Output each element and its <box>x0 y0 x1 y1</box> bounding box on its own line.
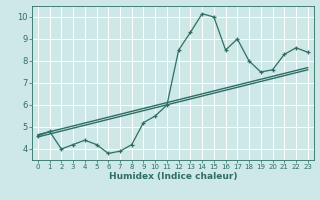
X-axis label: Humidex (Indice chaleur): Humidex (Indice chaleur) <box>108 172 237 181</box>
